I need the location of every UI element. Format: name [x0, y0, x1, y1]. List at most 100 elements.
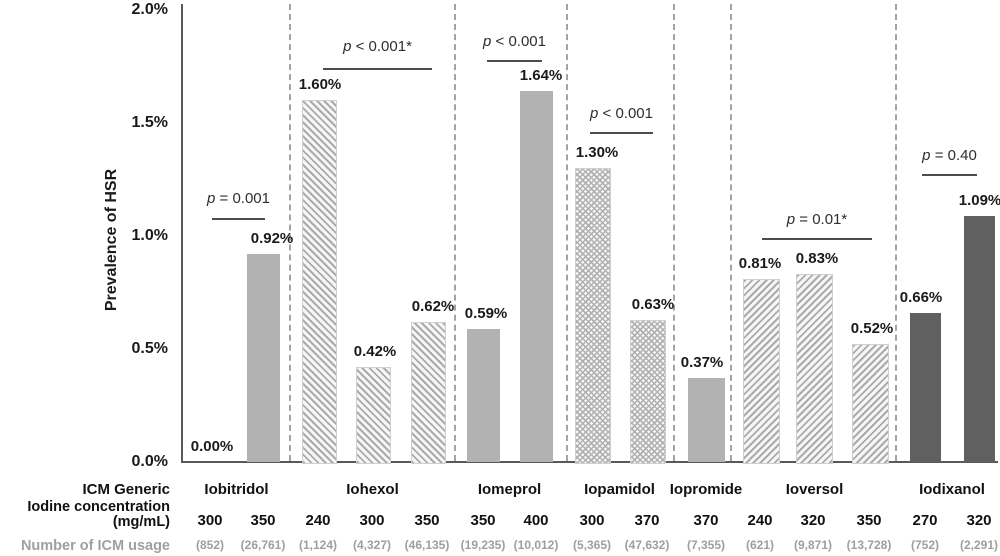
bar-value-label: 0.42%: [353, 343, 397, 361]
usage-count: (1,124): [298, 538, 338, 552]
group-divider: [289, 4, 291, 461]
bar-value-label: 0.83%: [795, 250, 839, 268]
group-divider: [895, 4, 897, 461]
icm-generic-row-label: ICM Generic: [82, 481, 170, 498]
bar-value-label: 0.92%: [250, 230, 294, 248]
bar-value-label: 0.81%: [738, 254, 782, 272]
bar: [466, 328, 500, 462]
bar: [410, 321, 446, 464]
usage-count: (752): [910, 538, 940, 552]
y-tick-label: 0.5%: [131, 340, 168, 357]
y-axis-title: Prevalence of HSR: [103, 168, 120, 312]
usage-count: (10,012): [513, 538, 559, 552]
usage-count: (4,327): [352, 538, 392, 552]
bar: [519, 91, 553, 462]
concentration-label: 350: [414, 512, 440, 529]
p-italic: p: [343, 38, 352, 55]
concentration-label: 240: [747, 512, 773, 529]
significance-bracket-line: [487, 60, 542, 62]
concentration-label: 370: [634, 512, 660, 529]
significance-bracket-line: [762, 238, 872, 240]
bar-value-label: 0.63%: [631, 295, 675, 313]
p-italic: p: [483, 33, 492, 50]
p-value-label: p < 0.001*: [343, 38, 412, 55]
group-divider: [673, 4, 675, 461]
mg-ml-row-label: (mg/mL): [112, 514, 170, 530]
group-divider: [454, 4, 456, 461]
bar-value-label: 0.00%: [190, 438, 234, 455]
bar: [851, 344, 889, 464]
group-name-label: Ioversol: [785, 481, 844, 498]
concentration-label: 350: [856, 512, 882, 529]
bar: [742, 278, 780, 464]
usage-count: (9,871): [793, 538, 833, 552]
bar: [301, 100, 337, 464]
bar: [963, 215, 995, 462]
bar-value-label: 1.09%: [958, 191, 1000, 209]
concentration-label: 300: [197, 512, 223, 529]
group-name-label: Iopromide: [669, 481, 743, 498]
significance-bracket-line: [212, 218, 265, 220]
usage-count: (2,291): [959, 538, 999, 552]
bar: [246, 254, 280, 462]
bar-value-label: 1.60%: [298, 76, 342, 94]
p-value-label: p = 0.001: [207, 190, 270, 207]
bar: [575, 168, 611, 464]
bar: [355, 367, 391, 464]
concentration-label: 320: [800, 512, 826, 529]
p-value-label: p < 0.001: [483, 33, 546, 50]
y-tick-label: 1.0%: [131, 227, 168, 244]
concentration-label: 350: [250, 512, 276, 529]
usage-count: (26,761): [240, 538, 286, 552]
usage-count: (852): [195, 538, 225, 552]
concentration-label: 300: [359, 512, 385, 529]
bar: [687, 378, 725, 462]
usage-count: (7,355): [686, 538, 726, 552]
usage-count: (47,632): [624, 538, 670, 552]
bar-value-label: 1.30%: [575, 144, 619, 162]
p-value-label: p = 0.40: [922, 147, 977, 164]
y-tick-label: 1.5%: [131, 114, 168, 131]
bar-value-label: 0.66%: [899, 288, 943, 306]
group-name-label: Iohexol: [346, 481, 399, 498]
group-divider: [566, 4, 568, 461]
group-divider: [730, 4, 732, 461]
usage-count: (19,235): [460, 538, 506, 552]
usage-count: (13,728): [846, 538, 892, 552]
significance-bracket-line: [323, 68, 432, 70]
bar-value-label: 1.64%: [519, 67, 563, 85]
iodine-concentration-row-label: Iodine concentration: [27, 499, 170, 515]
bar-value-label: 0.37%: [680, 354, 724, 372]
concentration-label: 350: [470, 512, 496, 529]
concentration-label: 400: [523, 512, 549, 529]
concentration-label: 240: [305, 512, 331, 529]
group-name-label: Iobitridol: [204, 481, 269, 498]
group-name-label: Iomeprol: [477, 481, 542, 498]
p-italic: p: [590, 105, 599, 122]
y-tick-label: 2.0%: [131, 1, 168, 18]
p-value-label: p < 0.001: [590, 105, 653, 122]
usage-count: (46,135): [404, 538, 450, 552]
bar-value-label: 0.59%: [464, 304, 508, 322]
y-axis-line: [181, 4, 183, 462]
bar: [795, 274, 833, 464]
usage-count: (621): [745, 538, 775, 552]
usage-count: (5,365): [572, 538, 612, 552]
p-italic: p: [207, 190, 216, 207]
bar: [630, 319, 666, 464]
bar-value-label: 0.52%: [850, 320, 894, 338]
concentration-label: 270: [912, 512, 938, 529]
bar-value-label: 0.62%: [411, 297, 455, 315]
p-italic: p: [786, 211, 796, 228]
y-tick-label: 0.0%: [131, 453, 168, 470]
usage-row-label: Number of ICM usage: [20, 538, 170, 554]
concentration-label: 370: [693, 512, 719, 529]
p-value-label: p = 0.01*: [786, 211, 848, 228]
bar: [909, 312, 941, 462]
concentration-label: 320: [966, 512, 992, 529]
concentration-label: 300: [579, 512, 605, 529]
significance-bracket-line: [922, 174, 977, 176]
group-name-label: Iodixanol: [919, 481, 985, 498]
p-italic: p: [922, 147, 931, 164]
